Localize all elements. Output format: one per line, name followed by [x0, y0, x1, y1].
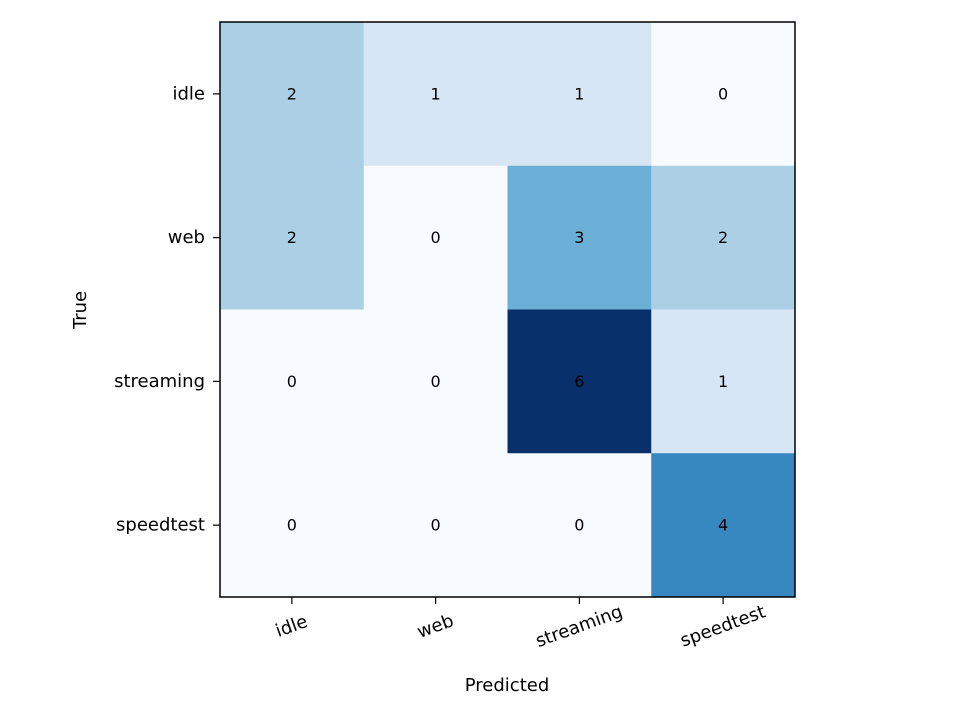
cell-value-label: 2	[287, 84, 297, 103]
heatmap-cell	[651, 453, 796, 598]
cell-value-label: 0	[431, 372, 441, 391]
heatmap-cell	[651, 22, 796, 167]
heatmap-cells	[220, 22, 796, 598]
y-tick-label: streaming	[114, 371, 205, 392]
y-axis-label: True	[70, 291, 91, 330]
y-tick-label: speedtest	[116, 515, 205, 536]
x-axis-label: Predicted	[465, 675, 550, 696]
heatmap-cell	[507, 309, 652, 454]
cell-value-label: 1	[574, 84, 584, 103]
y-tick-label: web	[168, 227, 205, 248]
heatmap-cell	[220, 453, 365, 598]
heatmap-cell	[363, 453, 508, 598]
heatmap-cell	[220, 309, 365, 454]
heatmap-cell	[363, 22, 508, 167]
cell-value-label: 1	[431, 84, 441, 103]
heatmap-cell	[363, 309, 508, 454]
cell-value-labels: 2 1 1 0 2 0 3 2 0 0 6 1 0 0 0 4	[287, 84, 728, 534]
cell-value-label: 0	[287, 516, 297, 535]
heatmap-cell	[651, 309, 796, 454]
plot-frame	[219, 21, 796, 598]
cell-value-label: 0	[574, 516, 584, 535]
cell-value-label: 0	[718, 84, 728, 103]
cell-value-label: 0	[287, 372, 297, 391]
heatmap-cell	[220, 22, 365, 167]
cell-value-label: 2	[718, 228, 728, 247]
cell-value-label: 0	[431, 516, 441, 535]
y-tick-label: idle	[172, 83, 205, 104]
cell-value-label: 6	[574, 372, 584, 391]
heatmap-cell	[220, 165, 365, 310]
cell-value-label: 1	[718, 372, 728, 391]
heatmap-cell	[507, 22, 652, 167]
cell-value-label: 0	[431, 228, 441, 247]
cell-value-label: 2	[287, 228, 297, 247]
heatmap-cell	[363, 165, 508, 310]
cell-value-label: 4	[718, 516, 728, 535]
cell-value-label: 3	[574, 228, 584, 247]
y-axis-ticks: idle web streaming speedtest	[114, 83, 220, 536]
heatmap-cell	[651, 165, 796, 310]
heatmap-cell	[507, 453, 652, 598]
heatmap-cell	[507, 165, 652, 310]
